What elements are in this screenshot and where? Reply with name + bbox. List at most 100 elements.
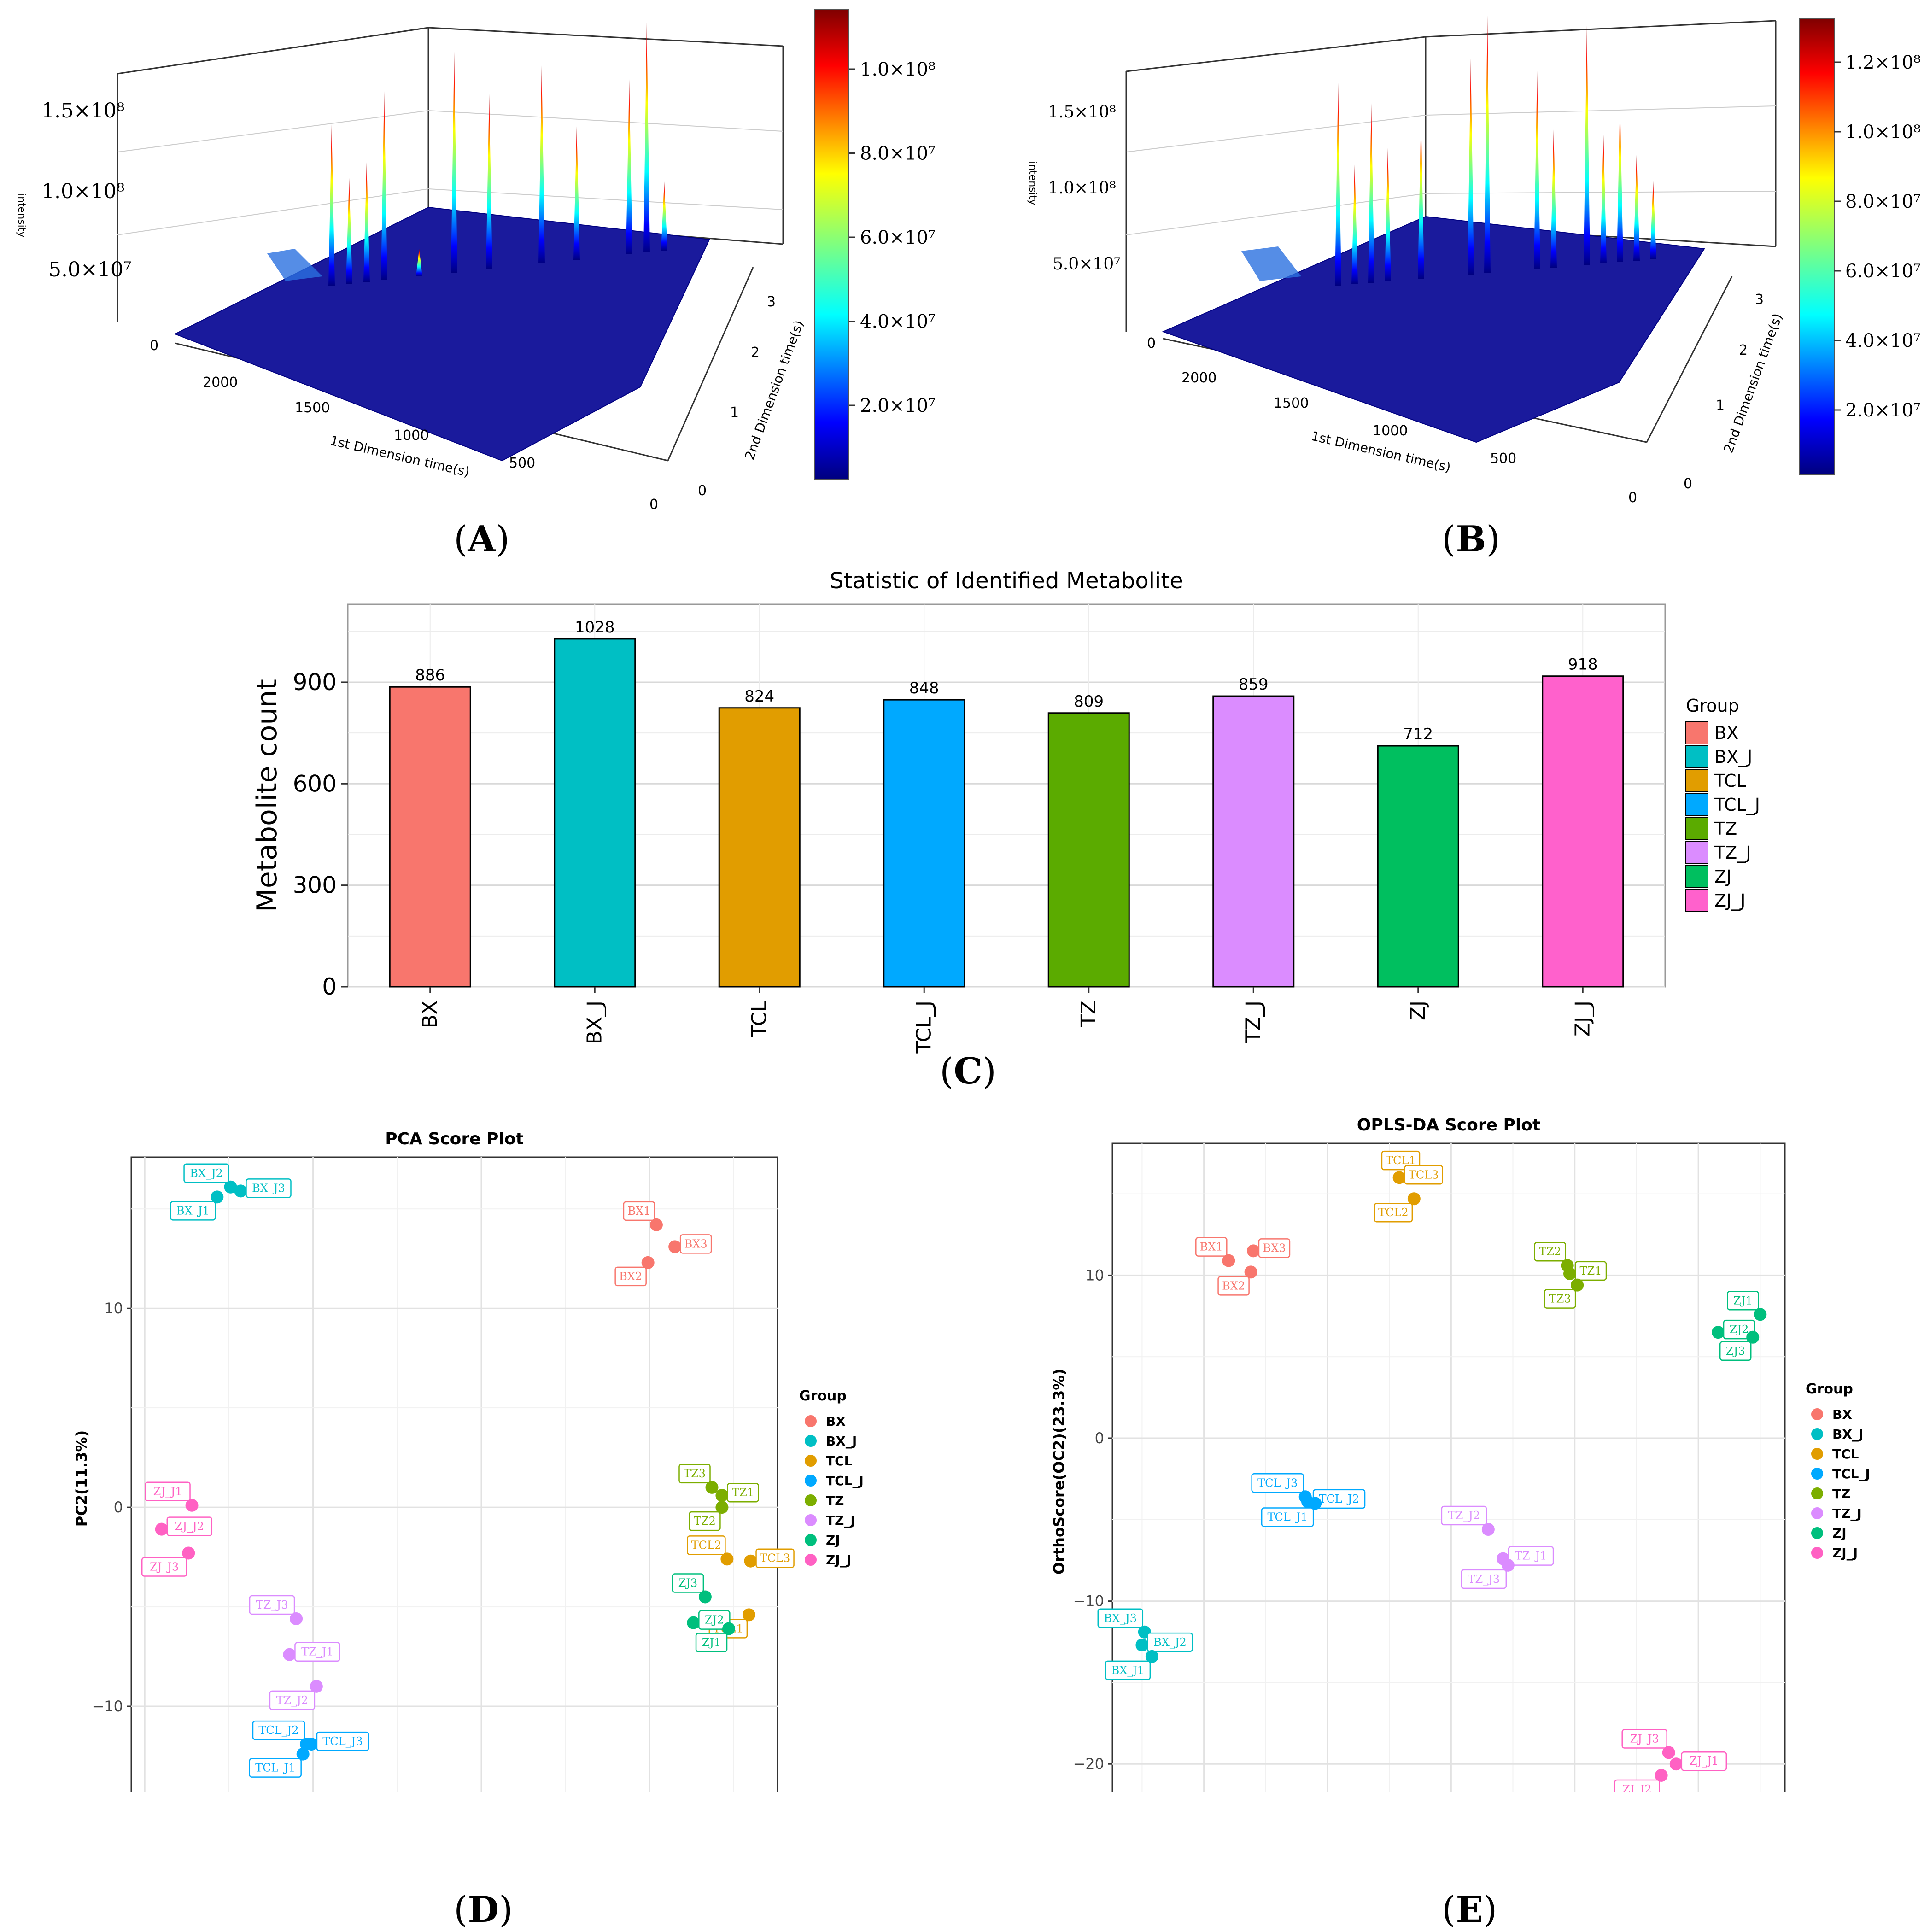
surface-base-b [1162,216,1705,443]
point-label: TZ2 [1539,1245,1561,1258]
point-label: BX3 [684,1237,708,1250]
point-label-box [316,1731,369,1751]
z-tick: 1.0×10⁸ [1048,179,1116,198]
z-tick: 0 [1147,335,1156,351]
score-point [1135,1639,1149,1652]
score-point [296,1747,310,1761]
surface-peak [1385,148,1391,281]
y-tick: 0 [1684,476,1692,492]
score-point [742,1608,755,1622]
point-label: TZ_J2 [1448,1509,1480,1522]
point-label: TCL3 [1409,1168,1439,1181]
point-label: TCL1 [1386,1154,1416,1167]
legend-label: TCL_J [826,1473,864,1488]
point-label-box [1723,1319,1755,1340]
point-label: TZ_J1 [301,1645,333,1658]
point-label: ZJ_J1 [1690,1755,1719,1768]
bar-tcl-j [883,699,965,988]
x-tick-label: BX [418,1001,442,1028]
point-label-box [1719,1341,1752,1361]
legend-label: TZ_J [1714,843,1751,863]
point-label-box [141,1557,187,1577]
bar-zj [1377,745,1459,988]
y-tick-label: −10 [1073,1592,1104,1610]
y-tick-label: 0 [114,1499,123,1516]
point-label: ZJ_J2 [1623,1783,1652,1792]
colorbar-b [1799,18,1835,475]
point-label: TZ1 [1580,1265,1602,1277]
z-tick: 5.0×10⁷ [1053,255,1121,274]
bar-value-label: 712 [1403,725,1433,744]
score-point [1244,1265,1257,1279]
bar-value-label: 918 [1568,656,1598,674]
point-label-box [1621,1729,1667,1749]
z-tick: 0 [150,338,158,354]
y-axis-label: OrthoScore(OC2)(23.3%) [1050,1369,1068,1575]
point-label: TZ_J1 [1515,1550,1547,1563]
panel-label-b: (B) [1442,518,1500,560]
score-point [715,1489,729,1502]
point-label: TCL2 [691,1539,722,1551]
score-point [304,1738,318,1751]
plot-title: PCA Score Plot [385,1130,524,1148]
point-label-box [1217,1276,1250,1296]
legend-label: TZ [826,1493,844,1508]
x-tick: 0 [649,497,658,513]
point-label: TZ_J3 [1468,1573,1500,1586]
legend-marker [1811,1468,1823,1480]
point-label: ZJ_J1 [153,1485,182,1498]
surface-peak [1484,15,1491,273]
point-label-box [672,1573,704,1593]
score-point [182,1546,195,1560]
point-label-box [1105,1660,1151,1680]
x-tick: 2000 [1181,370,1216,386]
point-label-box [679,1234,712,1254]
point-label-box [1727,1291,1759,1311]
y-tick: 0 [698,483,707,499]
point-label-box [1147,1632,1193,1652]
point-label-box [252,1720,305,1740]
surface-plot-b: 1.5×10⁸ 1.0×10⁸ 5.0×10⁷ 0 intensity 2000… [1027,15,1921,506]
point-label: TCL_J3 [1257,1476,1298,1489]
surface-peak [1584,25,1590,265]
bar-value-label: 848 [909,679,939,697]
point-label: TZ_J2 [276,1694,309,1707]
legend-title: Group [1806,1381,1853,1397]
y-tick-label: 300 [293,872,337,899]
legend-marker [805,1455,817,1467]
panel-label-e: (E) [1442,1889,1497,1931]
point-label-box [614,1266,647,1287]
point-label-box [1681,1751,1727,1771]
score-point [224,1180,237,1194]
point-label: TZ_J3 [256,1598,288,1611]
bar-value-label: 809 [1074,692,1104,711]
score-point [1563,1267,1577,1280]
surface-plot-a: 1.5×10⁸ 1.0×10⁸ 5.0×10⁷ 0 intensity 2000… [16,9,936,513]
score-point [687,1616,700,1629]
legend-label: TZ [1714,819,1737,839]
x-tick-label: TZ_J [1241,1001,1265,1043]
surface-peak [1335,83,1341,286]
score-point [1754,1308,1767,1321]
score-point [155,1522,168,1536]
score-point [290,1612,303,1625]
point-label: BX_J3 [1104,1612,1137,1625]
point-label: ZJ3 [1726,1345,1745,1358]
point-label: TCL2 [1378,1206,1409,1219]
legend-marker [805,1435,817,1447]
plot-title: OPLS-DA Score Plot [1357,1116,1540,1135]
plot-area [130,1156,778,1801]
colorbar-tick: 2.0×10⁷ [860,395,936,416]
x-tick: 1500 [295,400,330,416]
panel-b: 1.5×10⁸ 1.0×10⁸ 5.0×10⁷ 0 intensity 2000… [965,0,1930,544]
legend-label: ZJ [1714,866,1731,887]
legend-marker [1811,1507,1823,1519]
surface-peak [1418,117,1424,279]
point-label-box [1534,1241,1566,1262]
bar-bx [389,686,471,988]
legend-marker [1811,1547,1823,1559]
legend-swatch [1685,865,1708,888]
surface-peak [346,178,352,284]
score-point [185,1499,199,1512]
score-point [715,1501,729,1514]
